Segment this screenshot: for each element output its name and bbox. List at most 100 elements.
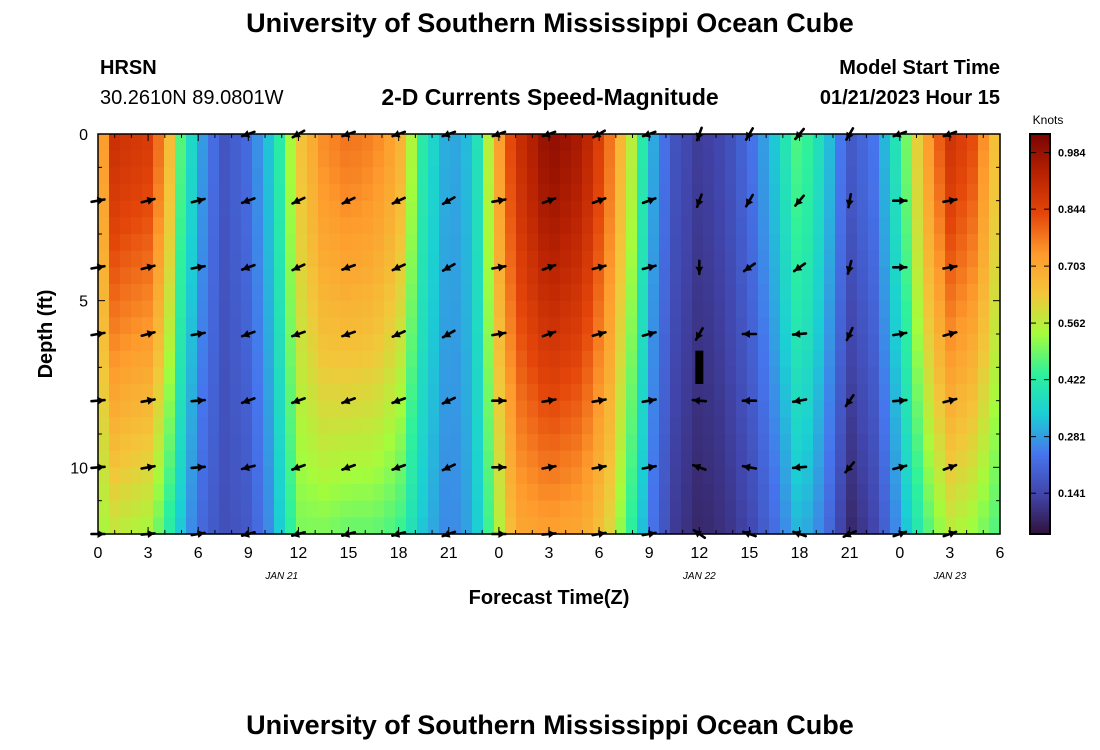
heatmap-cell [153,267,165,285]
heatmap-cell [428,400,440,418]
current-arrow [190,396,206,405]
heatmap-cell [395,334,407,352]
heatmap-cell [560,434,572,452]
heatmap-cell [901,250,913,268]
heatmap-cell [142,300,154,318]
heatmap-cell [505,200,517,218]
heatmap-cell [945,350,957,368]
heatmap-cell [604,150,616,168]
heatmap-cell [274,234,286,252]
current-arrow [341,463,357,471]
heatmap-cell [175,300,187,318]
heatmap-cell [670,167,682,185]
heatmap-cell [923,134,935,152]
heatmap-cell [175,517,187,535]
heatmap-cell [472,484,484,502]
heatmap-cell [439,467,451,485]
heatmap-cell [582,234,594,252]
heatmap-cell [758,484,770,502]
heatmap-cell [230,150,242,168]
heatmap-cell [186,334,198,352]
heatmap-cell [362,317,374,335]
heatmap-cell [538,417,550,435]
heatmap-cell [857,267,869,285]
heatmap-cell [417,234,429,252]
heatmap-cell [219,200,231,218]
heatmap-cell [329,284,341,302]
heatmap-cell [175,184,187,202]
heatmap-cell [241,234,253,252]
heatmap-cell [956,184,968,202]
heatmap-cell [747,467,759,485]
heatmap-cell [186,134,198,152]
station-coordinates: 30.2610N 89.0801W [100,87,284,109]
heatmap-cell [901,134,913,152]
heatmap-cell [98,284,110,302]
heatmap-cell [582,167,594,185]
heatmap-cell [406,217,418,235]
heatmap-cell [120,217,132,235]
heatmap-cell [450,250,462,268]
current-arrow [190,196,206,205]
heatmap-cell [758,217,770,235]
heatmap-cell [923,184,935,202]
heatmap-cell [362,217,374,235]
heatmap-cell [483,367,495,385]
heatmap-cell [846,500,858,518]
heatmap-cell [593,417,605,435]
heatmap-cell [208,284,220,302]
heatmap-cell [384,400,396,418]
heatmap-cell [670,317,682,335]
heatmap-cell [890,267,902,285]
heatmap-cell [879,367,891,385]
heatmap-cell [989,467,1001,485]
heatmap-cell [692,467,704,485]
heatmap-cell [560,500,572,518]
heatmap-cell [879,517,891,535]
heatmap-cell [120,334,132,352]
heatmap-cell [934,500,946,518]
heatmap-cell [450,150,462,168]
heatmap-cell [901,184,913,202]
heatmap-cell [582,467,594,485]
heatmap-cell [956,334,968,352]
heatmap-cell [483,500,495,518]
heatmap-cell [318,150,330,168]
heatmap-cell [307,400,319,418]
heatmap-cell [626,217,638,235]
heatmap-cell [142,200,154,218]
heatmap-cell [175,450,187,468]
heatmap-cell [538,384,550,402]
heatmap-cell [791,200,803,218]
heatmap-cell [989,267,1001,285]
heatmap-cell [615,400,627,418]
heatmap-cell [659,350,671,368]
heatmap-cell [241,200,253,218]
heatmap-cell [615,200,627,218]
heatmap-cell [450,267,462,285]
heatmap-cell [967,517,979,535]
heatmap-cell [142,317,154,335]
heatmap-cell [450,167,462,185]
heatmap-cell [615,500,627,518]
heatmap-cell [626,367,638,385]
colorbar [1029,133,1051,535]
heatmap-cell [428,150,440,168]
heatmap-cell [472,317,484,335]
heatmap-cell [791,450,803,468]
heatmap-cell [879,317,891,335]
heatmap-cell [494,467,506,485]
heatmap-cell [857,367,869,385]
heatmap-cell [395,350,407,368]
heatmap-cell [164,184,176,202]
heatmap-cell [164,417,176,435]
heatmap-cell [593,367,605,385]
heatmap-cell [780,200,792,218]
heatmap-cell [593,500,605,518]
x-tick-label: 3 [945,545,954,562]
heatmap-cell [538,300,550,318]
heatmap-cell [142,434,154,452]
heatmap-cell [131,200,143,218]
heatmap-cell [912,284,924,302]
heatmap-cell [120,484,132,502]
